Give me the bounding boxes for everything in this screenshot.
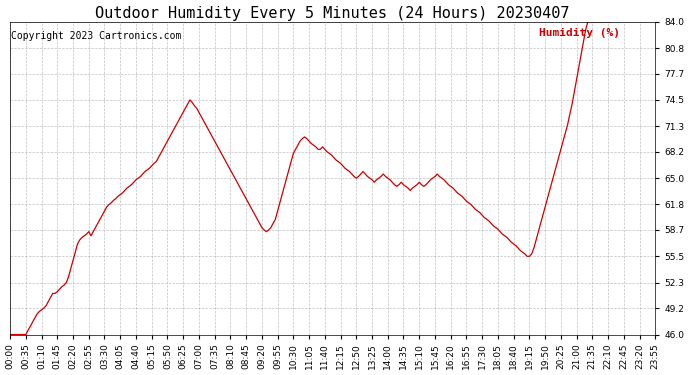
Text: Copyright 2023 Cartronics.com: Copyright 2023 Cartronics.com bbox=[11, 31, 181, 41]
Title: Outdoor Humidity Every 5 Minutes (24 Hours) 20230407: Outdoor Humidity Every 5 Minutes (24 Hou… bbox=[95, 6, 570, 21]
Text: Humidity (%): Humidity (%) bbox=[539, 28, 620, 38]
